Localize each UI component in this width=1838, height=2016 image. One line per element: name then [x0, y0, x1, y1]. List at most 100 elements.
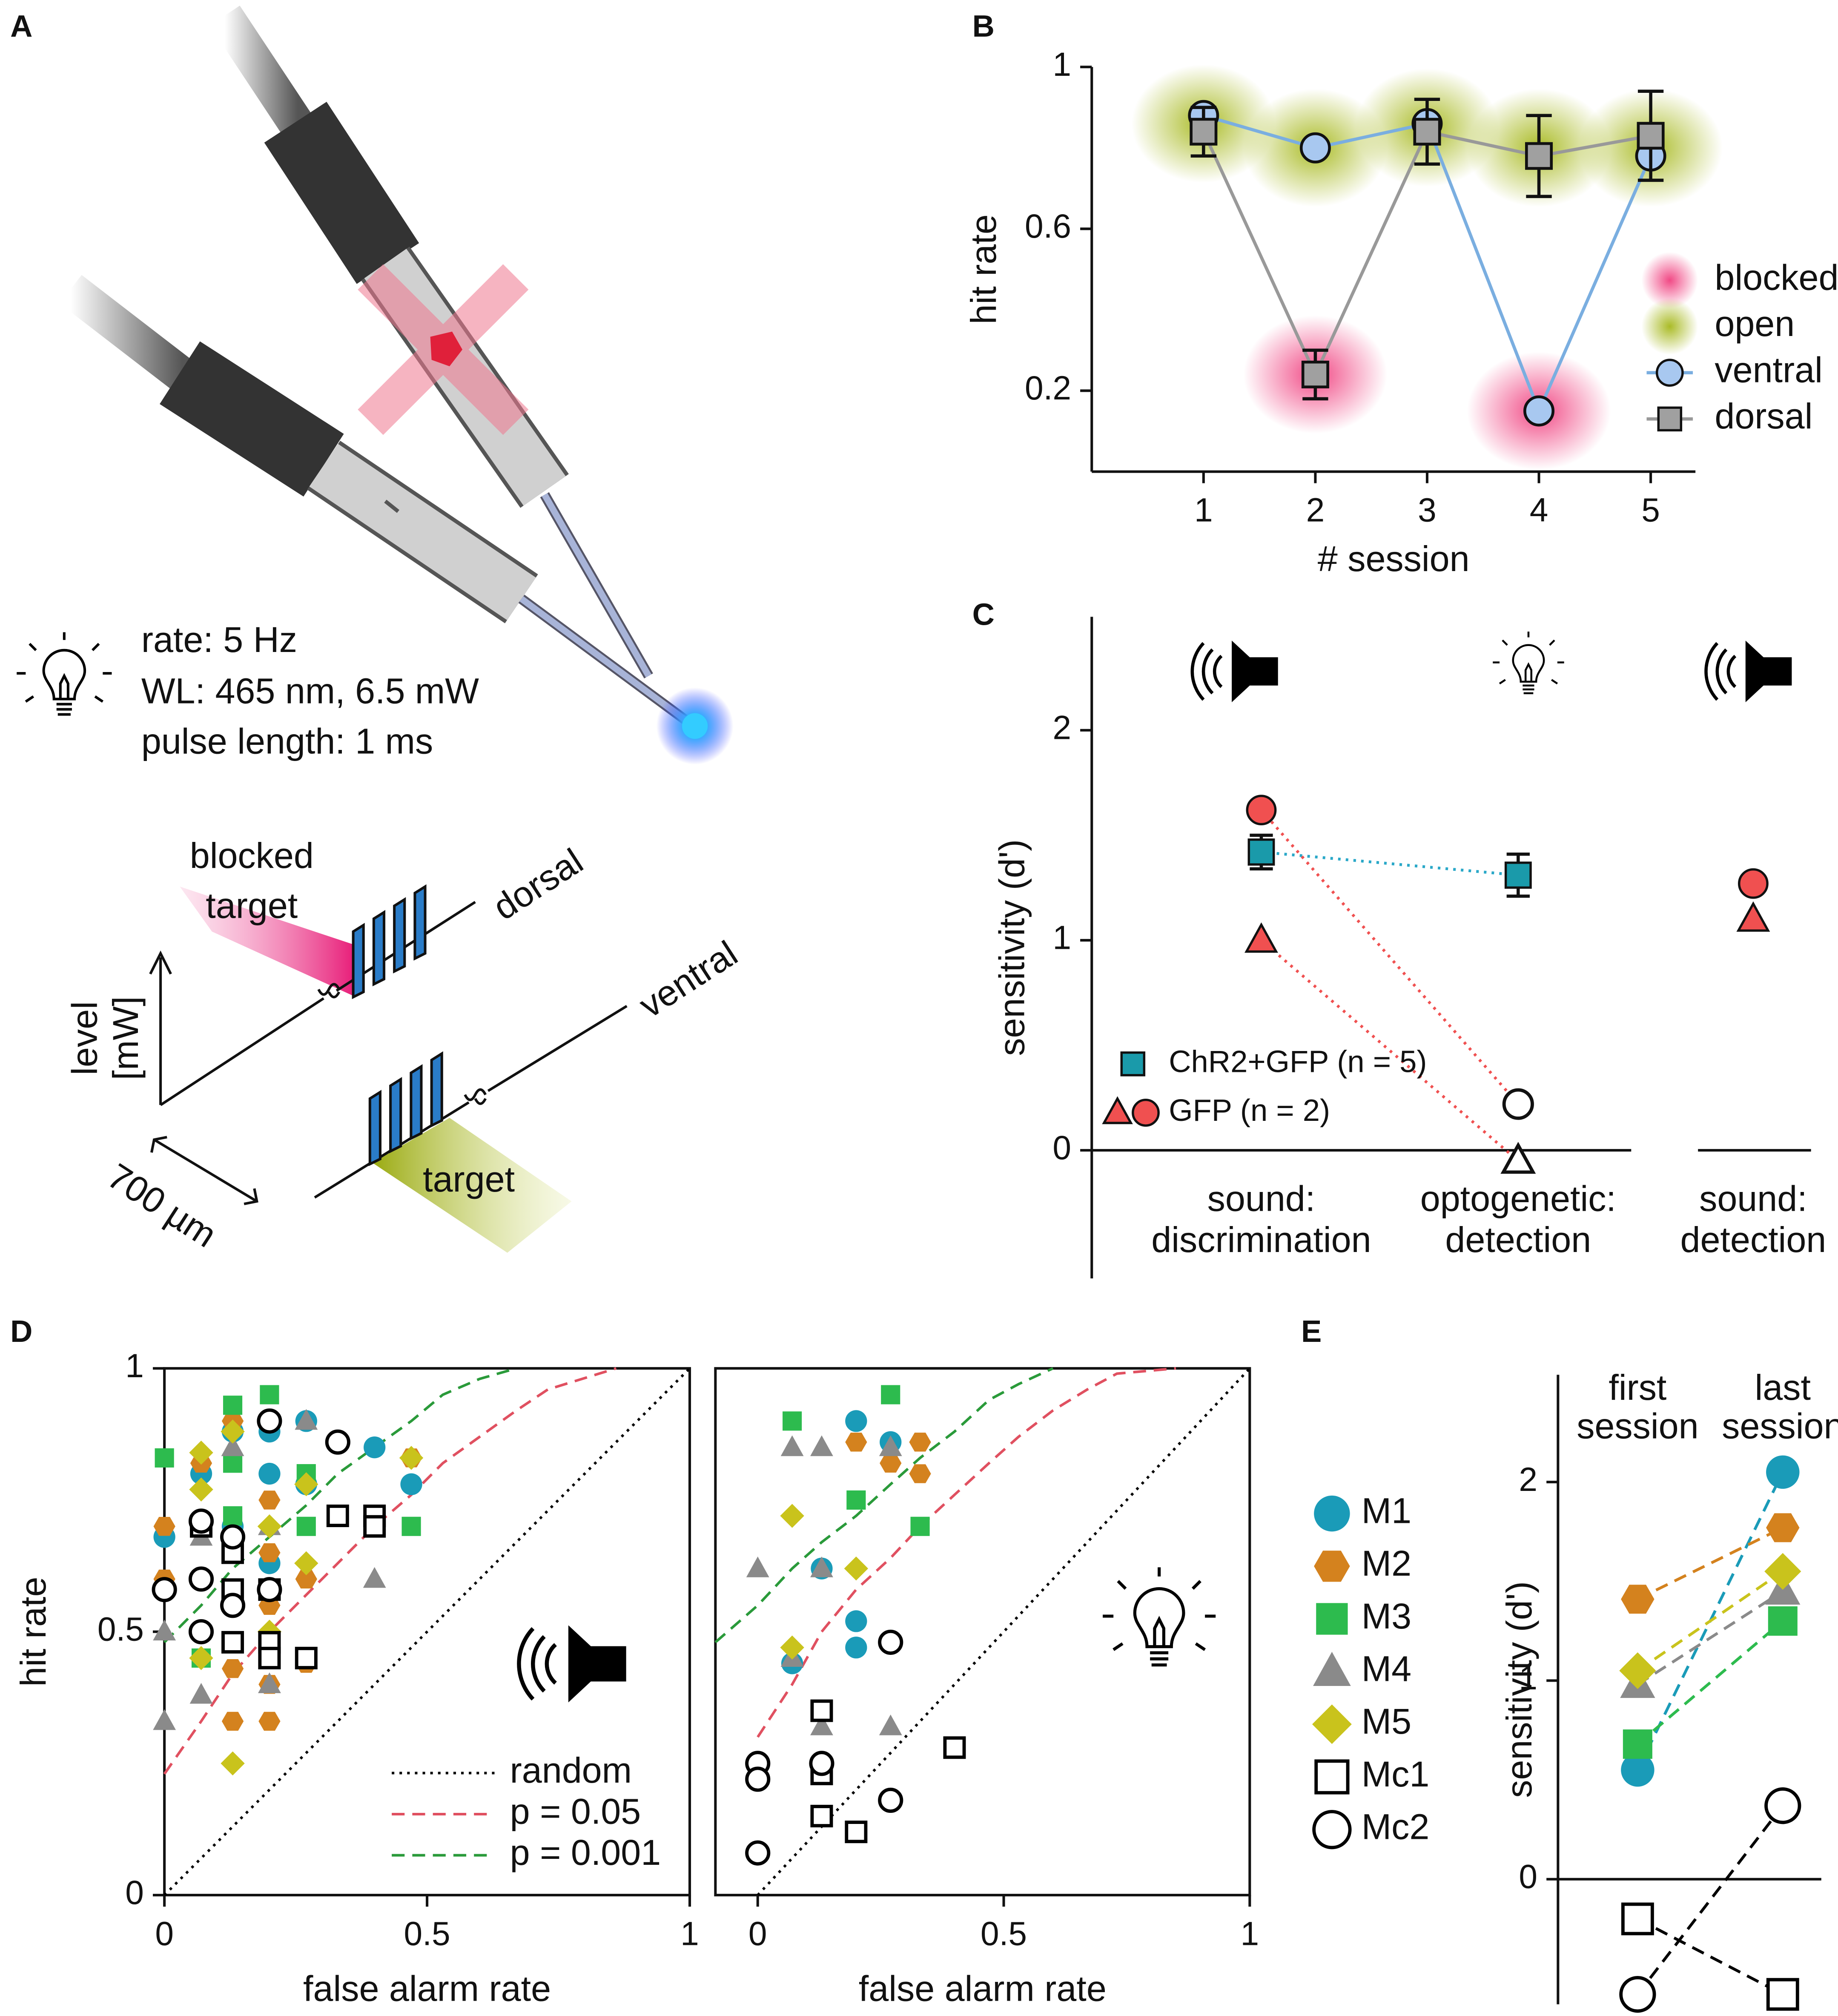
stimulus-text: WL: 465 nm, 6.5 mW: [141, 671, 479, 711]
marker: [878, 1629, 903, 1655]
x-tick-label: 1: [680, 1915, 699, 1952]
category-label: sound:: [1699, 1178, 1807, 1218]
x-tick-label: 4: [1530, 491, 1548, 529]
marker: [325, 1429, 350, 1455]
marker: [1301, 360, 1329, 388]
marker: [221, 1751, 245, 1776]
marker: [221, 1631, 244, 1654]
marker: [223, 1396, 243, 1415]
connector: [1637, 1570, 1784, 1672]
connector: [1260, 809, 1520, 1105]
marker: [1190, 118, 1218, 146]
marker: [188, 1619, 214, 1645]
diagram-label: target: [423, 1159, 515, 1199]
panel-label: A: [10, 9, 32, 43]
stimulus-text: rate: 5 Hz: [141, 620, 297, 660]
legend-label: M3: [1362, 1596, 1411, 1636]
legend-label: M5: [1362, 1701, 1411, 1741]
category-label: discrimination: [1151, 1220, 1371, 1260]
marker: [1316, 1603, 1348, 1635]
marker: [846, 1490, 866, 1510]
marker: [1102, 1096, 1133, 1124]
marker: [295, 1646, 318, 1669]
marker: [910, 1516, 930, 1536]
legend-label: p = 0.001: [510, 1832, 661, 1872]
marker: [1504, 862, 1532, 889]
marker: [1621, 1902, 1654, 1936]
curve: [757, 1367, 1176, 1738]
curve: [714, 1367, 1054, 1643]
marker: [1621, 1585, 1654, 1614]
diagram-label: dorsal: [486, 841, 590, 928]
x-tick-label: 1: [1241, 1915, 1259, 1952]
marker: [745, 1840, 771, 1866]
marker: [1502, 1088, 1534, 1120]
marker: [399, 1446, 424, 1470]
legend-label: random: [510, 1750, 632, 1790]
marker: [1299, 132, 1331, 164]
panel-label: E: [1301, 1314, 1322, 1349]
marker: [1738, 868, 1769, 899]
marker: [260, 1385, 279, 1404]
marker: [810, 1557, 833, 1577]
marker: [1736, 901, 1770, 932]
marker: [881, 1385, 900, 1404]
marker: [780, 1504, 804, 1528]
x-tick-label: 5: [1641, 491, 1660, 529]
category-label: detection: [1680, 1220, 1827, 1260]
diagram-label: blocked: [190, 836, 314, 876]
panel-label: C: [972, 597, 995, 632]
marker: [1766, 1978, 1799, 2011]
marker: [1132, 1098, 1160, 1127]
marker: [1764, 1787, 1801, 1824]
marker: [296, 1516, 316, 1536]
category-label: first: [1609, 1367, 1666, 1407]
connector: [1261, 850, 1519, 877]
marker: [221, 1435, 244, 1456]
marker: [1246, 795, 1277, 826]
marker: [844, 1557, 869, 1581]
marker: [1764, 1553, 1801, 1590]
legend-label: blocked: [1715, 257, 1838, 297]
marker: [258, 1672, 281, 1693]
marker: [879, 1714, 902, 1735]
y-tick-label: 0: [1052, 1129, 1071, 1166]
marker: [1247, 838, 1275, 866]
category-label: last: [1755, 1367, 1811, 1407]
marker: [1619, 1976, 1656, 2013]
legend-label: open: [1715, 304, 1795, 344]
marker: [155, 1448, 174, 1468]
marker: [810, 1714, 833, 1735]
marker: [189, 1683, 213, 1704]
marker: [745, 1766, 771, 1792]
legend-label: p = 0.05: [510, 1791, 641, 1831]
marker: [845, 1433, 867, 1452]
connector: [1637, 1590, 1784, 1686]
stimulus-text: pulse length: 1 ms: [141, 721, 433, 761]
plot-frame: [714, 1367, 1251, 1897]
marker: [153, 1709, 176, 1730]
marker: [221, 1659, 244, 1678]
marker: [1120, 1051, 1146, 1077]
marker: [257, 1408, 282, 1434]
y-axis-title: sensitivity (d'): [1499, 1581, 1539, 1798]
marker: [845, 1610, 867, 1632]
legend-swatch: [1641, 298, 1698, 355]
category-label: sound:: [1207, 1178, 1316, 1218]
marker: [879, 1435, 902, 1456]
marker: [294, 1472, 318, 1496]
marker: [810, 1699, 833, 1722]
x-tick-label: 0.5: [404, 1915, 450, 1952]
y-tick-label: 0.5: [97, 1610, 144, 1648]
marker: [1619, 1652, 1656, 1689]
connector: [1637, 1526, 1784, 1601]
icons: [519, 632, 1792, 1702]
curve: [163, 1367, 691, 1896]
marker: [1523, 395, 1555, 427]
panel-label: B: [972, 9, 995, 43]
marker: [746, 1557, 769, 1577]
connector: [1636, 1805, 1784, 1996]
marker: [1768, 1606, 1798, 1636]
marker: [1766, 1513, 1800, 1542]
